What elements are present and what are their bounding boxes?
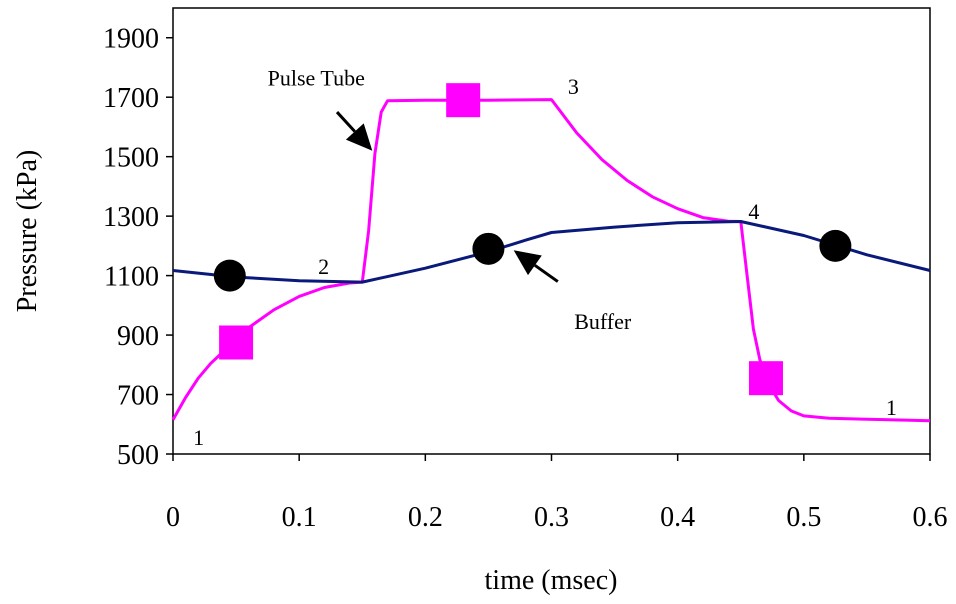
pulse-tube-line	[171, 98, 931, 423]
x-tick-label: 0	[166, 502, 180, 533]
y-tick-label: 1700	[103, 83, 159, 114]
axis-ticks: 500 700 900 1100 1300 1500 1700 1900 0 0.1 0.2 0.3 0…	[103, 24, 948, 533]
y-tick-label: 1100	[104, 262, 159, 293]
x-tick-label: 0.6	[913, 502, 948, 533]
annotations: Pulse Tube Buffer 1 2 3 4 1	[193, 65, 897, 450]
y-tick-label: 1900	[103, 24, 159, 55]
y-tick-label: 700	[117, 381, 159, 412]
annotation-label: 4	[748, 199, 759, 224]
x-tick-label: 0.1	[282, 502, 317, 533]
x-tick-label: 0.5	[786, 502, 821, 533]
pulse-tube-marker	[219, 325, 254, 360]
pulse-tube-marker	[748, 361, 783, 396]
y-axis-title: Pressure (kPa)	[12, 150, 43, 313]
annotation-label: 2	[318, 254, 329, 279]
x-tick-label: 0.3	[534, 502, 569, 533]
annotation-label: Buffer	[574, 309, 632, 334]
x-tick-label: 0.2	[408, 502, 443, 533]
x-axis-title: time (msec)	[485, 565, 618, 596]
arrow-head	[345, 123, 373, 151]
pulse-tube-marker	[446, 83, 481, 118]
data-series	[171, 83, 931, 423]
buffer-line	[172, 220, 931, 284]
annotation-label: 3	[568, 74, 579, 99]
y-tick-label: 1500	[103, 143, 159, 174]
arrow-shaft	[335, 111, 356, 133]
annotation-label: 1	[886, 395, 897, 420]
arrow-shaft	[534, 264, 559, 283]
arrow-head	[513, 250, 542, 276]
annotation-label: 1	[193, 425, 204, 450]
y-tick-label: 1300	[103, 202, 159, 233]
y-tick-label: 500	[117, 440, 159, 471]
buffer-marker	[819, 229, 852, 262]
x-tick-label: 0.4	[660, 502, 695, 533]
buffer-marker	[472, 232, 505, 265]
y-tick-label: 900	[117, 321, 159, 352]
buffer-marker	[213, 259, 246, 292]
annotation-label: Pulse Tube	[268, 65, 365, 90]
